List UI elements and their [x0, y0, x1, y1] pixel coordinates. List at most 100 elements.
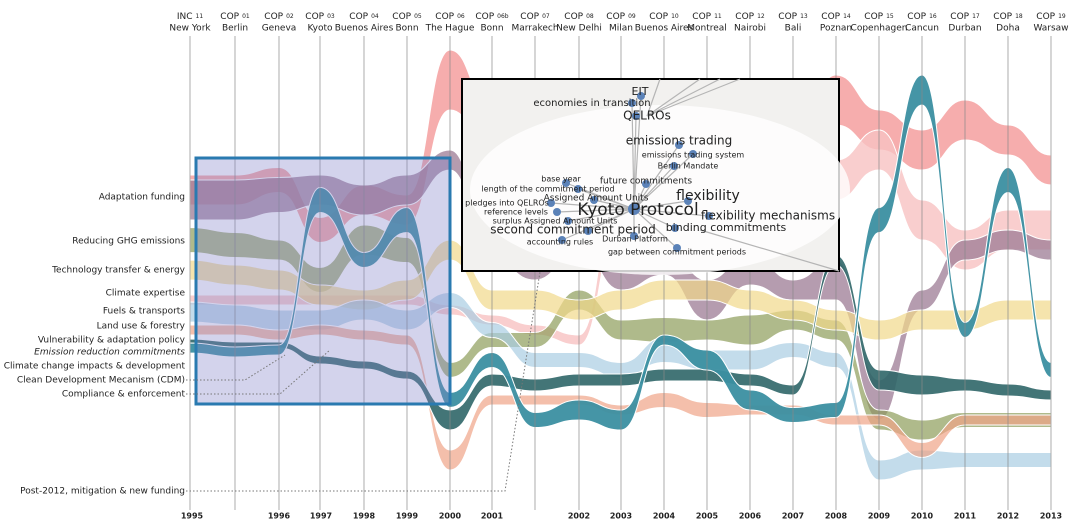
- meeting-number: 16: [929, 13, 937, 20]
- topic-label: Clean Development Mecanism (CDM): [17, 376, 185, 386]
- meeting-kind: COP: [1036, 12, 1055, 22]
- meeting-number: 14: [843, 13, 851, 20]
- meeting-number: 03: [327, 13, 335, 20]
- meeting-label: COP 08: [564, 12, 594, 22]
- network-node-label: pledges into QELROs: [465, 199, 549, 208]
- meeting-kind: COP: [475, 12, 494, 22]
- meeting-kind: INC: [177, 12, 193, 22]
- meeting-kind: COP: [349, 12, 368, 22]
- network-node: [558, 236, 566, 244]
- year-label: 2003: [610, 512, 632, 521]
- meeting-place: Kyoto: [307, 24, 333, 34]
- meeting-label: COP 09: [606, 12, 636, 22]
- network-node: [684, 197, 692, 205]
- network-node: [564, 217, 572, 225]
- network-edge: [556, 208, 635, 213]
- network-node-label: accounting rules: [527, 238, 593, 247]
- meeting-number: 07: [542, 13, 550, 20]
- meeting-number: 04: [371, 13, 379, 20]
- meeting-label: COP 06: [435, 12, 465, 22]
- network-node-label: Berlin Mandate: [658, 162, 719, 171]
- network-node-label: Assigned Amount Units: [544, 194, 649, 204]
- meeting-place: Copenhagen: [851, 24, 908, 34]
- network-edge: [646, 78, 701, 117]
- meeting-place: Durban: [948, 24, 981, 34]
- year-label: 2005: [696, 512, 719, 521]
- meeting-label: COP 03: [305, 12, 335, 22]
- meeting-place: New Delhi: [556, 24, 602, 34]
- leader-line: [186, 271, 541, 492]
- network-node-label: reference levels: [484, 208, 548, 217]
- meeting-kind: COP: [864, 12, 883, 22]
- meeting-kind: COP: [220, 12, 239, 22]
- network-node-label: Kyoto Protocol: [577, 200, 698, 220]
- meeting-place: Buenos Aires: [635, 24, 694, 34]
- year-label: 2004: [653, 512, 676, 521]
- network-node-label: gap between commitment periods: [608, 248, 746, 257]
- meeting-number: 15: [886, 13, 894, 20]
- network-node-label: economies in transition: [533, 98, 650, 109]
- meeting-place: Doha: [996, 24, 1020, 34]
- meeting-label: COP 11: [692, 12, 722, 22]
- network-edge: [593, 199, 635, 210]
- year-label: 2010: [911, 512, 934, 521]
- network-node: [547, 199, 555, 207]
- network-node-label: flexibility: [676, 188, 740, 204]
- network-node: [632, 112, 640, 120]
- meeting-label: INC 11: [177, 12, 203, 22]
- meeting-number: 19: [1058, 13, 1066, 20]
- meeting-number: 10: [671, 13, 679, 20]
- network-node: [689, 150, 697, 158]
- meeting-place: Nairobi: [734, 24, 766, 34]
- meeting-number: 12: [757, 13, 765, 20]
- network-node: [628, 99, 636, 107]
- year-label: 2006: [739, 512, 762, 521]
- meeting-number: 01: [242, 13, 250, 20]
- meeting-kind: COP: [305, 12, 324, 22]
- network-node: [673, 244, 681, 252]
- meeting-label: COP 14: [821, 12, 851, 22]
- meeting-kind: COP: [649, 12, 668, 22]
- meeting-label: COP 15: [864, 12, 894, 22]
- meeting-place: Milan: [609, 24, 633, 34]
- topic-label: Vulnerability & adaptation policy: [38, 336, 186, 346]
- topic-label: Climate change impacts & development: [4, 362, 186, 372]
- topic-label: Land use & forestry: [97, 322, 186, 332]
- meeting-place: Bonn: [395, 24, 418, 34]
- network-node: [630, 232, 638, 240]
- network-edge: [699, 229, 840, 272]
- meeting-kind: COP: [993, 12, 1012, 22]
- network-node: [671, 224, 679, 232]
- meeting-number: 06: [457, 13, 465, 20]
- topic-label: Adaptation funding: [99, 193, 185, 203]
- network-node: [637, 92, 645, 100]
- meeting-kind: COP: [907, 12, 926, 22]
- year-label: 2001: [481, 512, 504, 521]
- topic-label: Emission reduction commitments: [34, 348, 185, 358]
- network-edge: [633, 208, 678, 249]
- meeting-place: New York: [169, 24, 211, 34]
- network-edge: [633, 95, 642, 210]
- network-node-label: binding commitments: [666, 221, 787, 234]
- meeting-kind: COP: [520, 12, 539, 22]
- meeting-label: COP 12: [735, 12, 765, 22]
- network-edge: [633, 144, 680, 210]
- year-label: 2013: [1040, 512, 1062, 521]
- year-label: 1996: [268, 512, 291, 521]
- year-label: 2002: [568, 512, 590, 521]
- year-label: 2008: [825, 512, 848, 521]
- meeting-place: Warsaw: [1033, 24, 1068, 34]
- meeting-kind: COP: [735, 12, 754, 22]
- meeting-kind: COP: [821, 12, 840, 22]
- network-node: [553, 208, 561, 216]
- network-node-label: surplus Assigned Amount Units: [493, 217, 618, 226]
- year-label: 1998: [353, 512, 376, 521]
- meeting-label: COP 10: [649, 12, 679, 22]
- meeting-place: Poznan: [820, 24, 852, 34]
- meeting-number: 05: [414, 13, 422, 20]
- network-halo: [470, 105, 850, 275]
- meeting-number: 06b: [497, 13, 509, 20]
- network-edge: [646, 78, 741, 117]
- meeting-label: COP 05: [392, 12, 422, 22]
- network-node-label: emissions trading system: [642, 151, 745, 160]
